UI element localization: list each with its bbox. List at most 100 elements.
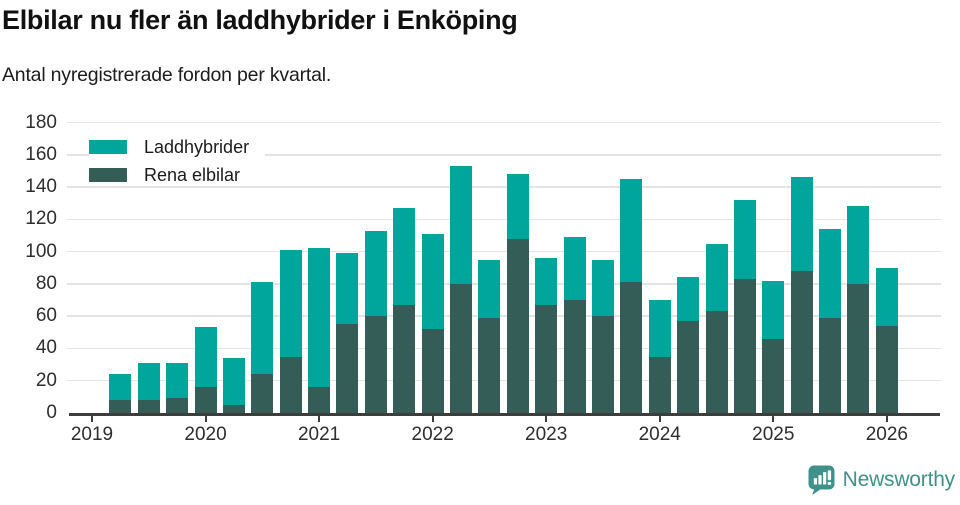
bar-segment-laddhybrider — [563, 237, 586, 301]
x-axis-tick-label: 2023 — [525, 424, 568, 445]
bar-segment-rena-elbilar — [166, 398, 189, 413]
legend: Laddhybrider Rena elbilar — [89, 137, 266, 185]
bar-segment-laddhybrider — [762, 280, 785, 339]
bar-segment-laddhybrider — [336, 253, 359, 325]
y-axis-tick-label: 0 — [46, 402, 57, 423]
bar-segment-laddhybrider — [733, 199, 756, 280]
bar-segment-rena-elbilar — [194, 387, 217, 413]
bar-segment-laddhybrider — [648, 300, 671, 357]
bar-segment-laddhybrider — [790, 177, 813, 271]
y-axis-tick-label: 60 — [35, 305, 57, 327]
bar-segment-rena-elbilar — [421, 329, 444, 413]
bar-segment-rena-elbilar — [478, 317, 501, 413]
bar-segment-rena-elbilar — [591, 316, 614, 413]
bar-segment-rena-elbilar — [251, 374, 274, 413]
x-axis-line — [69, 413, 940, 416]
bar-segment-rena-elbilar — [109, 400, 132, 413]
bar-segment-rena-elbilar — [819, 317, 842, 413]
bar-segment-laddhybrider — [450, 166, 473, 284]
gridline — [67, 218, 941, 221]
bar-segment-rena-elbilar — [308, 387, 331, 413]
bar-segment-laddhybrider — [591, 259, 614, 317]
newsworthy-icon — [808, 465, 835, 495]
bar-segment-laddhybrider — [875, 267, 898, 326]
y-axis-tick-label: 100 — [25, 240, 57, 262]
bar-segment-laddhybrider — [109, 374, 132, 401]
y-axis-tick-label: 140 — [25, 176, 57, 198]
x-axis-tick-label: 2022 — [411, 424, 454, 445]
x-axis-tick — [658, 415, 661, 422]
bar-segment-rena-elbilar — [506, 238, 529, 413]
x-axis-tick-label: 2026 — [865, 424, 908, 445]
bar-segment-rena-elbilar — [847, 283, 870, 413]
x-axis-tick-label: 2021 — [297, 424, 341, 445]
bar-segment-laddhybrider — [705, 243, 728, 312]
y-axis-tick-label: 80 — [35, 272, 57, 294]
x-axis-tick — [885, 415, 888, 422]
x-axis-tick-label: 2025 — [752, 424, 795, 445]
bar-segment-rena-elbilar — [875, 325, 898, 413]
x-axis-tick-label: 2024 — [638, 424, 681, 445]
bar-segment-rena-elbilar — [705, 311, 728, 413]
bar-segment-laddhybrider — [620, 178, 643, 283]
brand-text: Newsworthy — [842, 468, 956, 491]
x-axis-tick — [318, 415, 321, 422]
x-axis-tick — [204, 415, 207, 422]
gridline — [67, 315, 941, 317]
bar-segment-rena-elbilar — [762, 338, 785, 413]
x-axis-tick-label: 2019 — [70, 424, 114, 445]
bar-segment-rena-elbilar — [733, 279, 756, 413]
bar-segment-laddhybrider — [506, 174, 529, 239]
gridline — [67, 186, 941, 188]
bar-segment-laddhybrider — [364, 230, 387, 317]
bar-segment-laddhybrider — [137, 362, 160, 401]
chart-subtitle: Antal nyregistrerade fordon per kvartal. — [2, 64, 332, 86]
bar-segment-rena-elbilar — [222, 404, 245, 413]
bar-segment-laddhybrider — [478, 259, 501, 318]
gridline — [67, 154, 941, 156]
bar-segment-laddhybrider — [535, 258, 558, 305]
bar-segment-rena-elbilar — [450, 283, 473, 413]
x-axis-tick — [91, 415, 93, 422]
bar-segment-laddhybrider — [677, 277, 700, 321]
bar-segment-rena-elbilar — [677, 321, 700, 413]
legend-swatch-laddhybrider — [89, 140, 127, 154]
y-axis-tick-label: 120 — [25, 208, 57, 230]
bar-segment-laddhybrider — [166, 362, 189, 399]
bar-segment-laddhybrider — [819, 229, 842, 318]
bar-segment-laddhybrider — [222, 358, 245, 405]
gridline — [67, 283, 941, 285]
x-axis-tick — [772, 415, 775, 422]
bar-segment-rena-elbilar — [648, 356, 671, 413]
bar-segment-laddhybrider — [251, 282, 274, 375]
y-axis-tick-label: 160 — [25, 143, 57, 165]
bar-segment-laddhybrider — [308, 248, 331, 388]
legend-item-rena-elbilar: Rena elbilar — [89, 165, 249, 185]
x-axis-tick — [431, 415, 434, 422]
gridline — [67, 250, 941, 253]
legend-label-laddhybrider: Laddhybrider — [144, 137, 250, 157]
legend-label-rena-elbilar: Rena elbilar — [144, 165, 241, 185]
bar-segment-rena-elbilar — [393, 304, 416, 413]
y-axis-tick-label: 40 — [35, 337, 57, 359]
y-axis-tick-label: 20 — [35, 369, 57, 391]
bar-segment-rena-elbilar — [535, 304, 558, 413]
bar-segment-rena-elbilar — [279, 356, 302, 413]
bar-segment-laddhybrider — [421, 233, 444, 330]
gridline — [67, 347, 941, 350]
gridline — [67, 379, 941, 382]
bar-segment-rena-elbilar — [137, 400, 160, 413]
chart-title: Elbilar nu fler än laddhybrider i Enköpi… — [2, 5, 518, 35]
bar-segment-rena-elbilar — [364, 316, 387, 413]
legend-item-laddhybrider: Laddhybrider — [89, 137, 250, 157]
y-axis-tick-label: 180 — [25, 111, 57, 133]
x-axis-tick-label: 2020 — [184, 424, 227, 445]
brand-logo[interactable]: Newsworthy — [808, 465, 955, 495]
x-axis-tick — [545, 415, 548, 422]
bar-segment-rena-elbilar — [563, 300, 586, 413]
legend-swatch-rena-elbilar — [89, 168, 127, 182]
bar-segment-rena-elbilar — [790, 270, 813, 413]
bar-segment-laddhybrider — [393, 208, 416, 305]
